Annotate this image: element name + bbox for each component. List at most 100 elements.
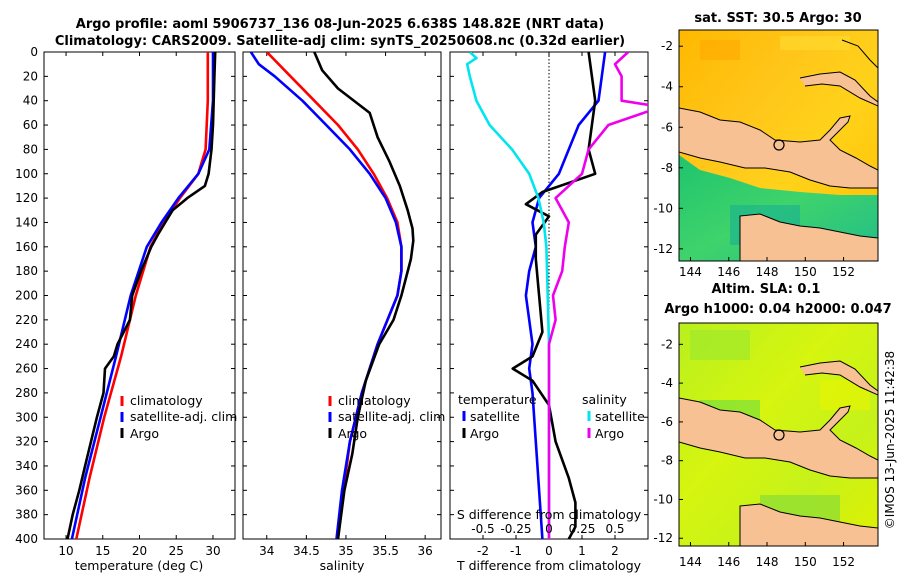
map-lon-tick-label: 150 (794, 265, 817, 279)
depth-tick-label: 340 (15, 459, 38, 473)
series-line-climatology (75, 52, 210, 539)
x-tick-label: 20 (132, 544, 147, 558)
depth-tick-label: 360 (15, 483, 38, 497)
map-lon-tick-label: 150 (794, 555, 817, 569)
x-tick-label: 34 (259, 544, 274, 558)
difference-series (465, 52, 648, 539)
x-tick-label: 2 (611, 544, 619, 558)
series-line-climatology (265, 52, 403, 539)
depth-tick-label: 180 (15, 264, 38, 278)
depth-tick-label: 380 (15, 508, 38, 522)
title-line-1: Argo profile: aoml 5906737_136 08-Jun-20… (76, 17, 604, 32)
x2-tick-label: 0.25 (569, 522, 596, 536)
difference-legend: temperature satellite Argo salinity sate… (458, 392, 645, 441)
map-lat-tick-label: -10 (653, 201, 673, 215)
legend-salinity-title: salinity (582, 392, 627, 407)
map-lon-tick-label: 148 (756, 555, 779, 569)
salinity-axis-label: salinity (320, 558, 365, 573)
map-lon-tick-label: 144 (679, 555, 702, 569)
depth-tick-label: 220 (15, 313, 38, 327)
x-tick-label: 35 (338, 544, 353, 558)
depth-tick-label: 100 (15, 167, 38, 181)
x-tick-label: -2 (477, 544, 489, 558)
map-lat-tick-label: -2 (661, 337, 673, 351)
depth-tick-label: 260 (15, 362, 38, 376)
map-lat-tick-label: -12 (653, 242, 673, 256)
x-tick-label: 15 (95, 544, 110, 558)
depth-axis-ticks: 0 20 40 60 80 100 120 140 160 180 200 220 240 260 280 3… (15, 45, 38, 546)
map-lon-tick-label: 148 (756, 265, 779, 279)
t-difference-axis-label: T difference from climatology (456, 558, 642, 573)
argo-float-marker (773, 429, 785, 441)
map-lat-tick-label: -4 (661, 376, 673, 390)
legend-satellite-clim: satellite-adj. clim (130, 409, 237, 424)
map-lat-tick-label: -10 (653, 492, 673, 506)
legend-s-argo: Argo (595, 426, 624, 441)
temperature-series (66, 52, 217, 539)
x-tick-label: -1 (510, 544, 522, 558)
x-tick-label: 0 (545, 544, 553, 558)
argo-float-marker (773, 139, 785, 151)
map-lon-tick-label: 152 (832, 555, 855, 569)
timestamp: ©IMOS 13-Jun-2025 11:42:38 (883, 351, 897, 529)
map2-title-line-1: Altim. SLA: 0.1 (712, 282, 821, 297)
x2-tick-label: -0.25 (500, 522, 531, 536)
legend-temperature-title: temperature (458, 392, 537, 407)
x-tick-label: 25 (169, 544, 184, 558)
depth-tick-label: 140 (15, 215, 38, 229)
map-lat-tick-label: -12 (653, 531, 673, 545)
legend-t-argo: Argo (470, 426, 499, 441)
x2-tick-label: 0 (545, 522, 553, 536)
x-tick-label: 30 (205, 544, 220, 558)
series-line-satellite-adj.-clim (249, 52, 403, 539)
legend-argo: Argo (338, 426, 367, 441)
map2-title-line-2: Argo h1000: 0.04 h2000: 0.047 (664, 302, 891, 317)
series-line-satellite-adj.-clim (70, 52, 215, 539)
series-line-salinity-Argo (547, 52, 648, 539)
x2-tick-label: 0.5 (605, 522, 624, 536)
legend-s-satellite: satellite (595, 409, 645, 424)
depth-tick-label: 300 (15, 410, 38, 424)
legend-argo: Argo (130, 426, 159, 441)
x-tick-label: 34.5 (293, 544, 320, 558)
salinity-legend: climatology satellite-adj. clim Argo (328, 393, 445, 441)
map-lon-tick-label: 146 (717, 555, 740, 569)
depth-tick-label: 320 (15, 435, 38, 449)
temperature-legend: climatology satellite-adj. clim Argo (120, 393, 237, 441)
depth-tick-label: 120 (15, 191, 38, 205)
map-lon-tick-label: 146 (717, 265, 740, 279)
salinity-panel-frame (242, 51, 442, 540)
map2-frame (678, 322, 879, 547)
x-tick-label: 36 (418, 544, 433, 558)
map-lat-tick-label: -8 (661, 161, 673, 175)
map-lat-tick-label: -6 (661, 415, 673, 429)
map-lat-tick-label: -4 (661, 80, 673, 94)
x-tick-label: 35.5 (372, 544, 399, 558)
depth-tick-label: 40 (23, 94, 38, 108)
depth-tick-label: 80 (23, 142, 38, 156)
map-axis-ticks: 144 146 148 150 152 -2 -4 -6 -8 -10 -12 144 146 148 15… (653, 39, 855, 569)
legend-t-satellite: satellite (470, 409, 520, 424)
legend-satellite-clim: satellite-adj. clim (338, 409, 445, 424)
sst-map (679, 30, 878, 261)
map-lat-tick-label: -2 (661, 39, 673, 53)
legend-climatology: climatology (338, 393, 411, 408)
title-line-2: Climatology: CARS2009. Satellite-adj cli… (55, 34, 625, 49)
map-lat-tick-label: -6 (661, 120, 673, 134)
x-tick-label: 1 (578, 544, 586, 558)
map-lon-tick-label: 152 (832, 265, 855, 279)
depth-tick-label: 280 (15, 386, 38, 400)
map1-frame (678, 29, 879, 262)
x-tick-label: 10 (58, 544, 73, 558)
series-line-Argo (313, 52, 415, 539)
salinity-series (249, 52, 415, 539)
depth-tick-label: 400 (15, 532, 38, 546)
x2-tick-label: -0.5 (471, 522, 494, 536)
map1-title: sat. SST: 30.5 Argo: 30 (694, 11, 861, 26)
depth-tick-label: 160 (15, 240, 38, 254)
legend-climatology: climatology (130, 393, 203, 408)
temperature-axis-label: temperature (deg C) (75, 558, 204, 573)
depth-tick-label: 20 (23, 69, 38, 83)
x-axis-ticks: 10 15 20 25 30 34 34.5 35 35.5 36 -2 -1 0 1 2 -0.5 -0.25… (58, 522, 624, 558)
map-lat-tick-label: -8 (661, 454, 673, 468)
